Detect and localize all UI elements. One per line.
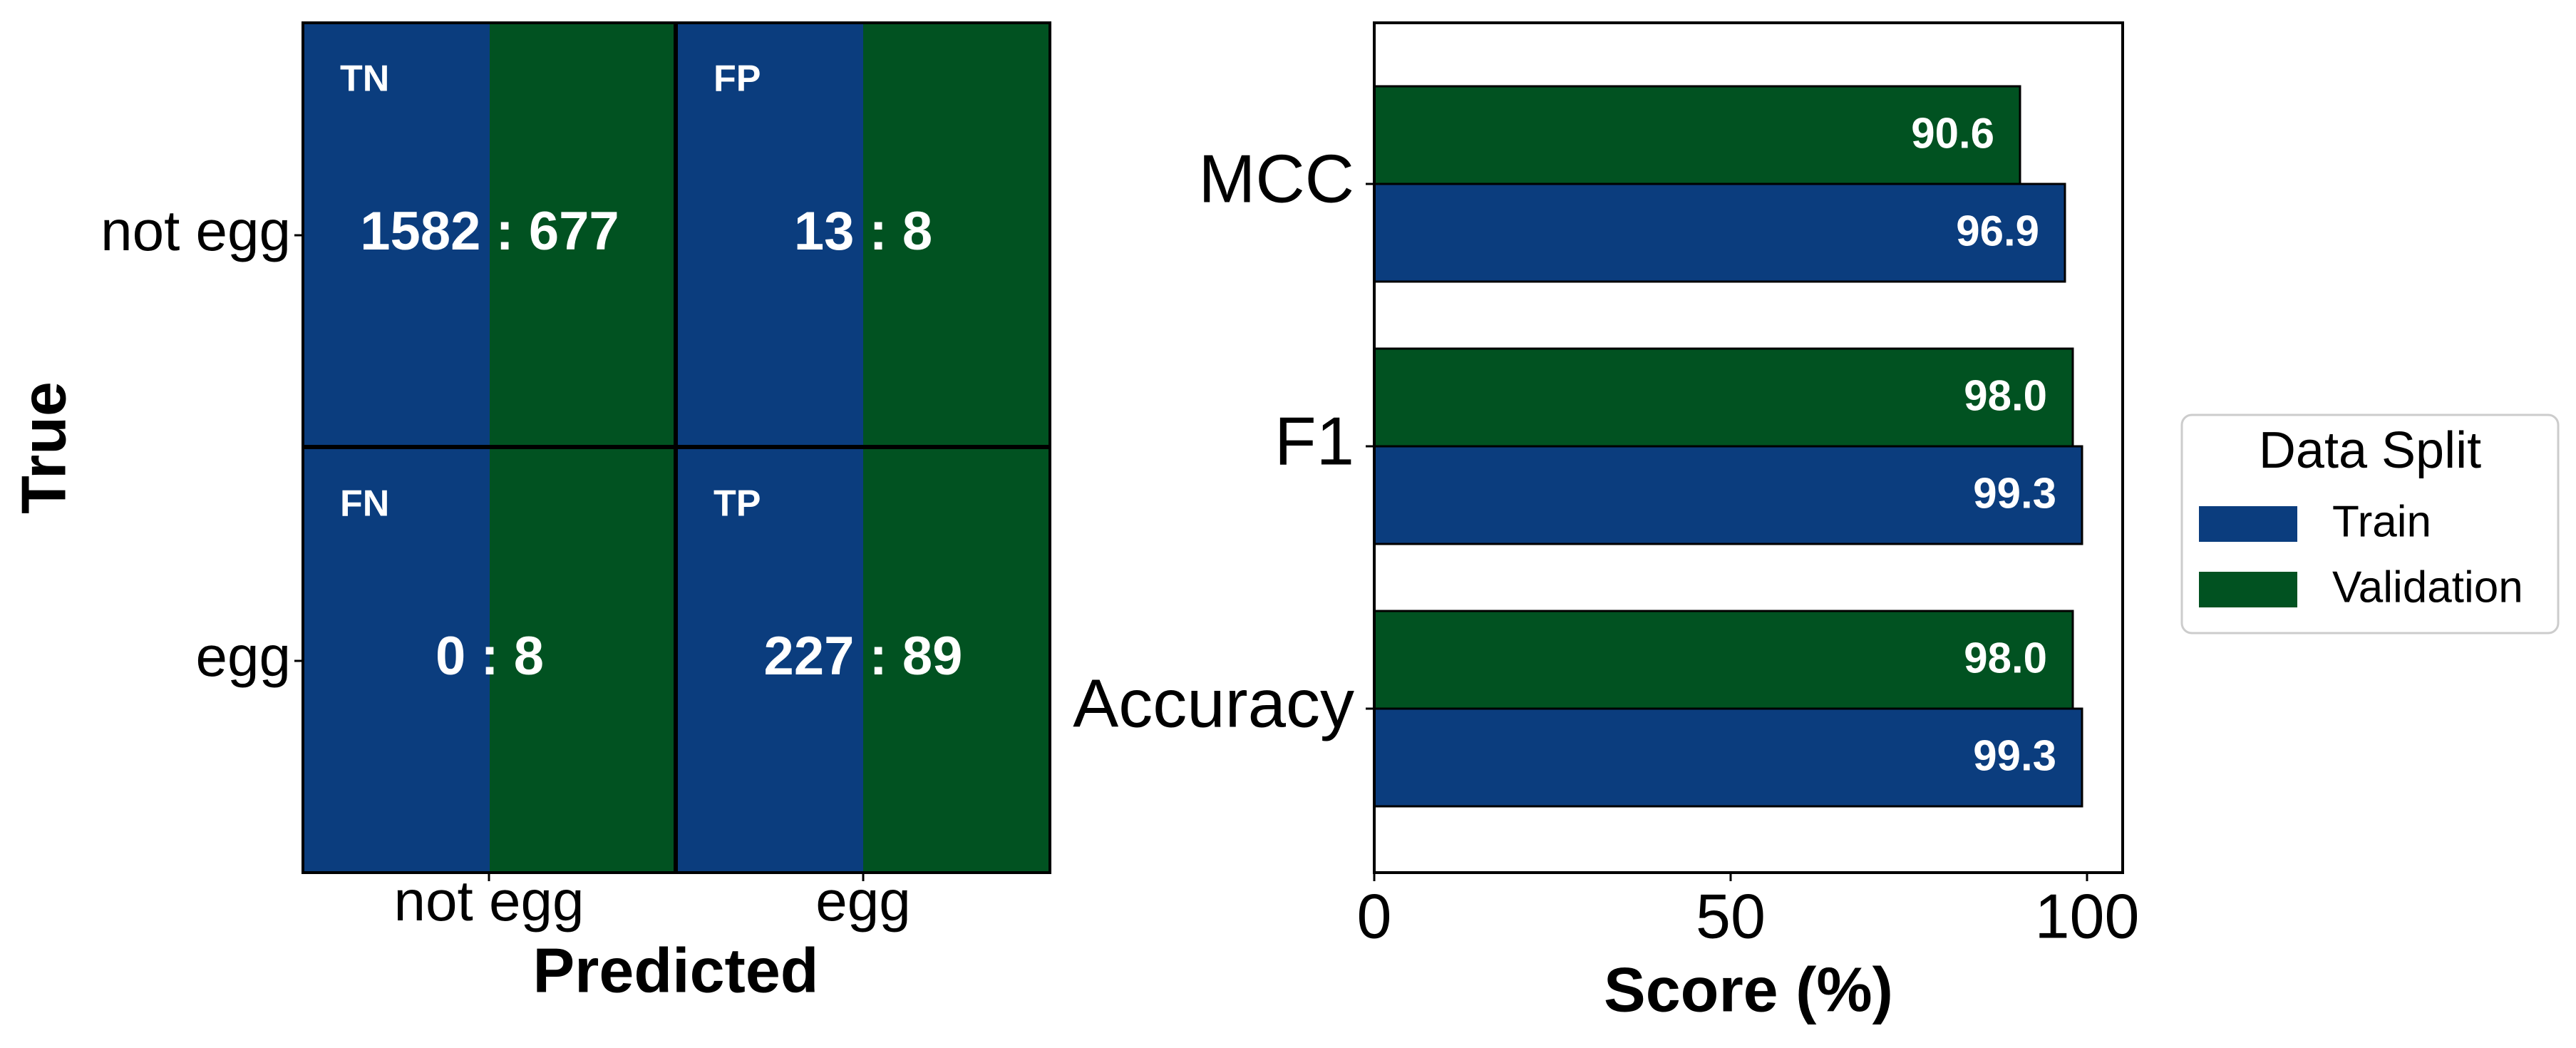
cm-frame bbox=[302, 21, 1051, 874]
cm-cell-label: TN bbox=[340, 58, 389, 100]
cm-cell-train-half bbox=[676, 23, 863, 448]
bar-validation bbox=[1373, 85, 2021, 185]
cm-cell-value: 227 : 89 bbox=[764, 626, 963, 687]
bar-xticks: 0 50 100 bbox=[1357, 873, 2140, 951]
bar-yticks: MCC F1 Accuracy bbox=[1073, 140, 1374, 741]
cm-cell-label: TP bbox=[713, 483, 761, 525]
cm-cell-label: FP bbox=[713, 58, 761, 100]
bar-ytick-label: MCC bbox=[1198, 140, 1354, 217]
cm-ylabel: True bbox=[8, 381, 78, 514]
bar-xtick-label: 50 bbox=[1696, 880, 1766, 951]
bar-ytick-label: Accuracy bbox=[1073, 665, 1354, 741]
cm-cell-value: 1582 : 677 bbox=[360, 201, 619, 262]
bar-train bbox=[1373, 707, 2083, 808]
cm-cell-label: FN bbox=[340, 483, 389, 525]
bar-chart-bars: 90.6 96.9 98.0 99.3 98.0 99.3 bbox=[1373, 85, 2083, 808]
cm-cell-train-half bbox=[676, 448, 863, 873]
bar-xlabel: Score (%) bbox=[1604, 954, 1893, 1024]
confusion-matrix-cells: TN 1582 : 677 FP 13 : 8 FN 0 : 8 TP 227 : 89 bbox=[303, 23, 1050, 873]
bar-value-label: 98.0 bbox=[1964, 634, 2047, 682]
bar-plot-frame bbox=[1373, 21, 2124, 874]
bar-value-label: 90.6 bbox=[1911, 109, 1994, 157]
bar-xtick-label: 100 bbox=[2035, 880, 2140, 951]
cm-cell-value: 0 : 8 bbox=[436, 626, 544, 687]
bar-chart: 90.6 96.9 98.0 99.3 98.0 99.3 MCC F1 Accuracy 0… bbox=[1073, 21, 2140, 1024]
legend-label-validation: Validation bbox=[2332, 562, 2523, 612]
cm-cell-validation-half bbox=[490, 448, 676, 873]
bar-value-label: 98.0 bbox=[1964, 371, 2047, 419]
bar-ytick-label: F1 bbox=[1274, 403, 1354, 479]
legend: Data Split Train Validation bbox=[2180, 413, 2560, 635]
cm-cell-train-half bbox=[303, 448, 490, 873]
legend-swatch-validation bbox=[2199, 572, 2297, 607]
bar-validation bbox=[1373, 347, 2074, 448]
legend-swatch-train bbox=[2199, 506, 2297, 542]
cm-cell-validation-half bbox=[490, 23, 676, 448]
bar-xtick-label: 0 bbox=[1357, 880, 1392, 951]
confusion-matrix: TN 1582 : 677 FP 13 : 8 FN 0 : 8 TP 227 : 89 no… bbox=[8, 21, 1051, 1005]
legend-title: Data Split bbox=[2259, 422, 2481, 479]
bar-validation bbox=[1373, 610, 2074, 710]
cm-cell-train-half bbox=[303, 23, 490, 448]
cm-xlabel: Predicted bbox=[532, 935, 818, 1005]
legend-label-train: Train bbox=[2332, 497, 2431, 546]
bar-value-label: 99.3 bbox=[1973, 469, 2056, 517]
bar-value-label: 99.3 bbox=[1973, 731, 2056, 779]
bar-train bbox=[1373, 183, 2066, 283]
bar-value-label: 96.9 bbox=[1956, 207, 2039, 255]
cm-cell-validation-half bbox=[863, 23, 1050, 448]
cm-cell-validation-half bbox=[863, 448, 1050, 873]
cm-ytick-label: egg bbox=[196, 625, 291, 688]
bar-train bbox=[1373, 445, 2083, 545]
cm-cell-value: 13 : 8 bbox=[794, 201, 932, 262]
cm-ytick-label: not egg bbox=[101, 199, 291, 262]
